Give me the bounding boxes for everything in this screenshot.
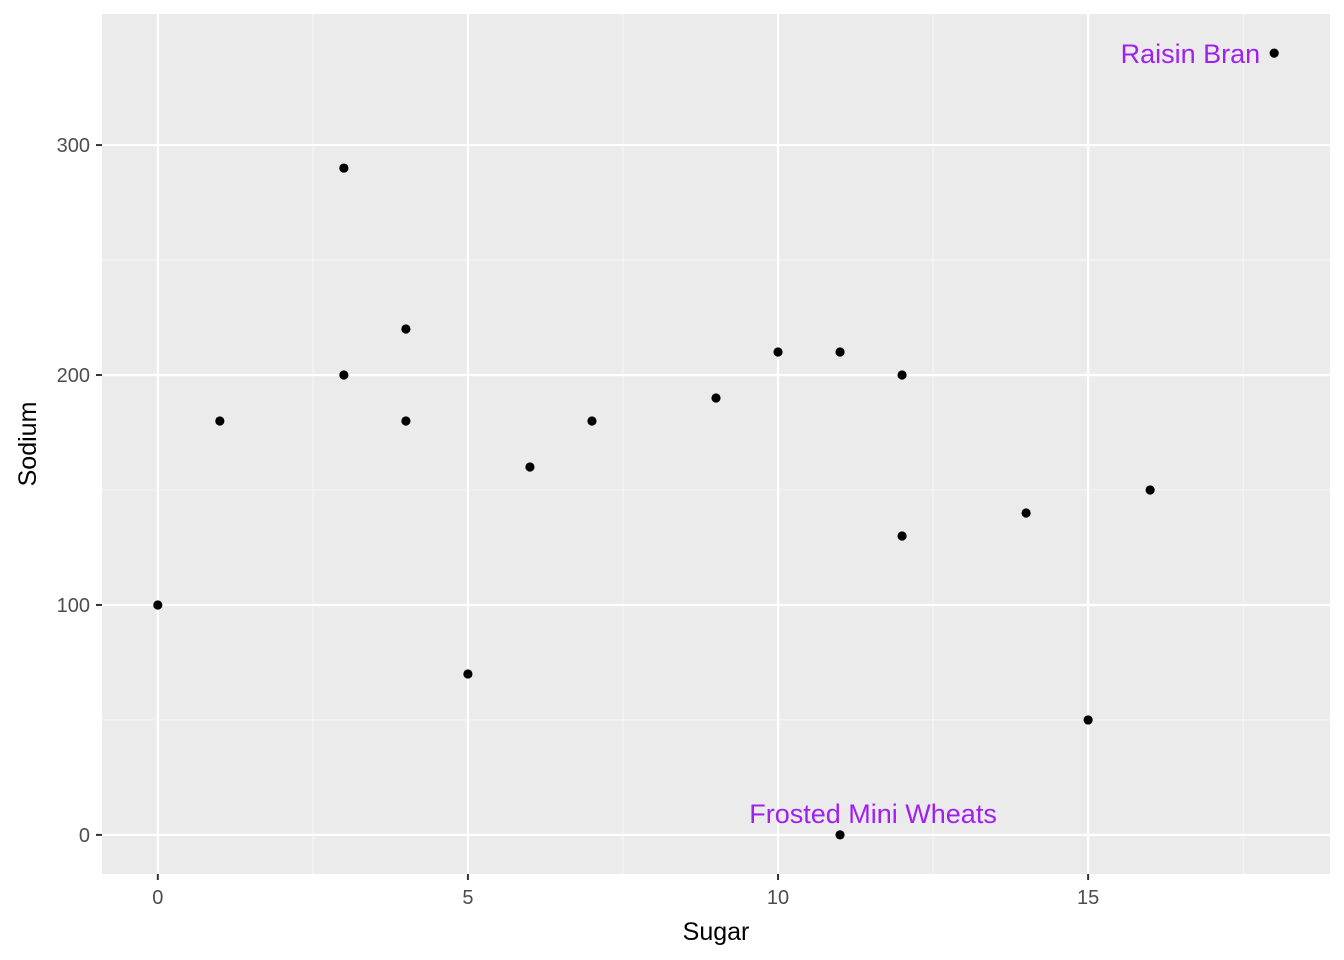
annotation-label: Frosted Mini Wheats: [749, 799, 997, 829]
y-tick-label: 100: [57, 595, 90, 617]
data-point: [463, 669, 473, 679]
x-axis-title: Sugar: [683, 918, 750, 946]
data-point: [401, 416, 411, 426]
major-grid: [102, 14, 1330, 874]
data-point: [897, 531, 907, 541]
data-point: [215, 416, 225, 426]
data-point: [1145, 485, 1155, 495]
data-point: [587, 416, 597, 426]
y-tick-label: 300: [57, 135, 90, 157]
data-point: [401, 324, 411, 334]
data-point: [773, 347, 783, 357]
y-axis-ticks: 0 100 200 300: [57, 135, 102, 847]
data-point: [835, 830, 845, 840]
data-point: [1021, 508, 1031, 518]
data-point: [711, 393, 721, 403]
y-tick-label: 200: [57, 365, 90, 387]
x-tick-label: 10: [767, 887, 789, 909]
data-point: [153, 600, 163, 610]
minor-grid: [102, 14, 1330, 874]
annotations: Raisin Bran Frosted Mini Wheats: [749, 39, 1260, 829]
data-points: [153, 48, 1279, 840]
data-point: [525, 462, 535, 472]
data-point: [897, 370, 907, 380]
annotation-label: Raisin Bran: [1121, 39, 1261, 69]
data-point: [1083, 715, 1093, 725]
plot-panel: [102, 14, 1330, 874]
x-tick-label: 15: [1077, 887, 1099, 909]
y-axis-title: Sodium: [14, 402, 42, 487]
x-axis-ticks: 0 5 10 15: [152, 874, 1099, 909]
data-point: [835, 347, 845, 357]
y-tick-label: 0: [79, 825, 90, 847]
x-tick-label: 0: [152, 887, 163, 909]
data-point: [339, 370, 349, 380]
data-point: [1269, 48, 1279, 58]
x-tick-label: 5: [462, 887, 473, 909]
data-point: [339, 163, 349, 173]
